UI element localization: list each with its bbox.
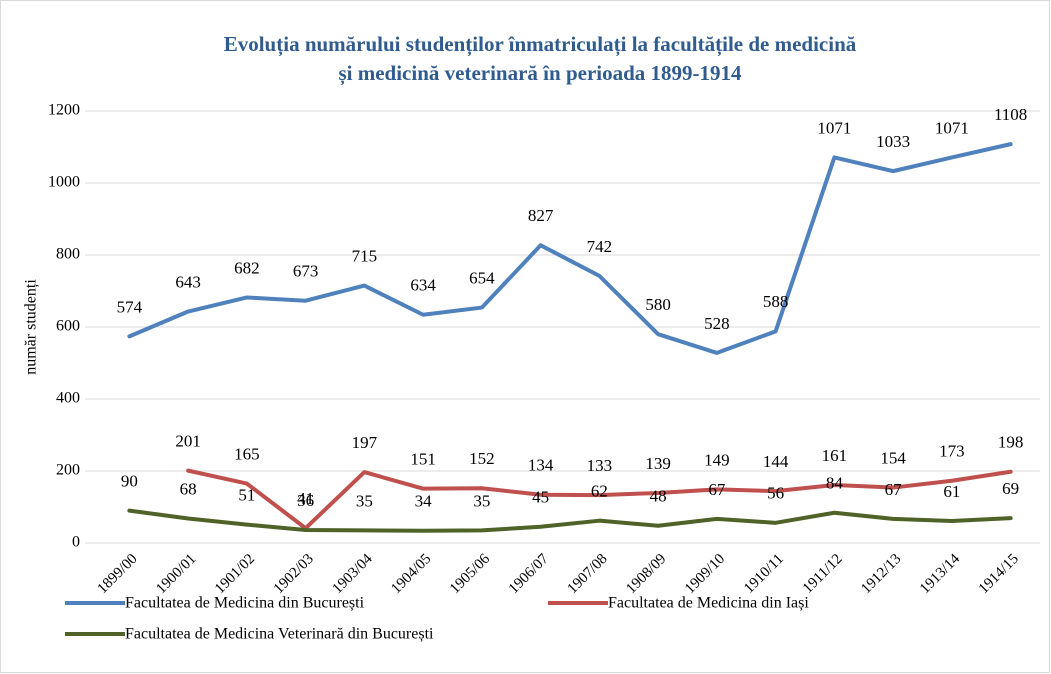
data-label: 35 (473, 491, 490, 510)
data-label: 161 (822, 446, 848, 465)
data-label: 643 (175, 272, 201, 291)
data-label: 173 (939, 442, 965, 461)
data-label: 827 (528, 206, 554, 225)
data-label: 673 (293, 262, 319, 281)
data-label: 35 (356, 491, 373, 510)
data-label: 48 (650, 487, 667, 506)
data-label: 654 (469, 268, 495, 287)
data-label: 45 (532, 488, 549, 507)
data-label: 528 (704, 314, 730, 333)
legend-label: Facultatea de Medicina din Iași (608, 595, 809, 612)
data-label: 69 (1002, 479, 1019, 498)
data-label: 574 (117, 297, 143, 316)
legend-label: Facultatea de Medicina din București (125, 595, 365, 612)
data-label: 67 (885, 480, 903, 499)
y-tick-label: 400 (56, 390, 80, 407)
chart-title: și medicină veterinară în perioada 1899-… (338, 61, 742, 86)
data-label: 634 (410, 276, 436, 295)
data-label: 90 (121, 472, 138, 491)
data-label: 154 (880, 448, 906, 467)
data-label: 201 (175, 432, 201, 451)
data-label: 580 (645, 295, 671, 314)
data-label: 151 (410, 450, 436, 469)
data-label: 68 (180, 479, 197, 498)
y-tick-label: 600 (56, 318, 80, 335)
y-tick-label: 800 (56, 246, 80, 263)
data-label: 1108 (994, 105, 1027, 124)
chart-title: Evoluția numărului studenților înmatricu… (224, 32, 857, 57)
y-tick-label: 1200 (48, 102, 80, 119)
series-line (127, 142, 1013, 355)
data-label: 1071 (817, 118, 851, 137)
data-label: 197 (352, 433, 378, 452)
y-tick-label: 1000 (48, 174, 80, 191)
data-label: 165 (234, 445, 260, 464)
data-label: 588 (763, 292, 789, 311)
data-label: 742 (587, 237, 613, 256)
legend-label: Facultatea de Medicina Veterinară din Bu… (125, 626, 434, 643)
data-label: 1033 (876, 132, 910, 151)
data-label: 41 (297, 489, 314, 508)
data-label: 61 (943, 482, 960, 501)
data-label: 134 (528, 456, 554, 475)
data-label: 62 (591, 482, 608, 501)
data-label: 51 (238, 486, 255, 505)
series-line (127, 508, 1013, 533)
y-tick-label: 0 (72, 534, 80, 551)
data-label: 715 (352, 247, 378, 266)
data-label: 139 (645, 454, 671, 473)
data-label: 133 (587, 456, 613, 475)
data-label: 84 (826, 474, 844, 493)
data-label: 144 (763, 452, 789, 471)
data-label: 56 (767, 484, 784, 503)
data-label: 152 (469, 449, 495, 468)
data-label: 682 (234, 258, 260, 277)
y-tick-label: 200 (56, 462, 80, 479)
series-line (186, 468, 1013, 531)
data-label: 34 (415, 492, 433, 511)
data-label: 149 (704, 450, 730, 469)
data-label: 67 (708, 480, 726, 499)
data-label: 198 (998, 433, 1024, 452)
data-label: 1071 (935, 118, 969, 137)
data-label: 36 (297, 491, 314, 510)
y-axis-label: număr studenți (23, 279, 40, 375)
